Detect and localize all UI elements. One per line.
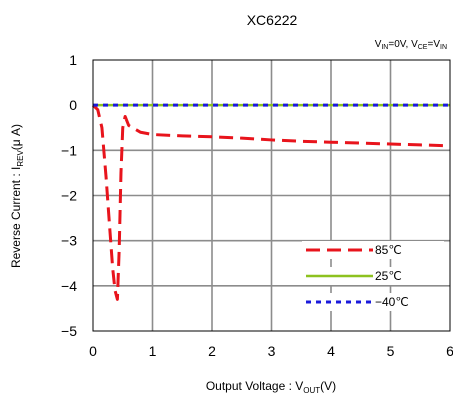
x-tick-label: 0 [89,343,97,359]
y-tick-label: −4 [61,278,77,294]
x-axis-label-main: Output Voltage : V [206,379,303,393]
x-tick-label: 5 [387,343,395,359]
legend: 85℃ 25℃ −40℃ [302,241,444,311]
x-axis-label-unit: (V) [320,379,336,393]
condition-v2: V [411,39,418,50]
condition-v1: V [375,39,382,50]
y-tick-labels: 1 0 −1 −2 −3 −4 −5 [61,52,77,339]
y-axis-label-main: Reverse Current : I [9,167,23,268]
condition-v3: V [433,39,440,50]
y-axis-label-sub: REV [16,150,25,167]
legend-label: −40℃ [375,295,409,309]
condition-v2-sub: CE [418,44,428,51]
y-tick-label: −5 [61,323,77,339]
condition-v3-sub: IN [440,44,447,51]
x-tick-label: 4 [327,343,335,359]
series-layer [91,103,451,301]
x-axis-label: Output Voltage : VOUT(V) [206,379,336,395]
x-tick-label: 1 [149,343,157,359]
y-tick-label: −3 [61,233,77,249]
y-axis-label-unit: (μ A) [9,124,23,150]
x-tick-label: 3 [268,343,276,359]
condition-annotation: VIN=0V, VCE=VIN [375,39,447,51]
legend-label: 25℃ [375,269,402,283]
y-tick-label: 1 [69,52,77,68]
y-tick-label: −1 [61,142,77,158]
y-tick-label: −2 [61,188,77,204]
x-tick-labels: 0 1 2 3 4 5 6 [89,343,453,359]
legend-background [302,293,444,311]
legend-label: 85℃ [375,243,402,257]
condition-v1-sub: IN [381,44,388,51]
x-tick-label: 6 [446,343,453,359]
condition-v2-eq: = [427,39,433,50]
y-axis-label: Reverse Current : IREV(μ A) [9,124,25,268]
x-axis-label-sub: OUT [303,386,320,395]
y-tick-label: 0 [69,97,77,113]
series-line [91,104,451,301]
x-tick-label: 2 [208,343,216,359]
plot-frame [92,59,451,332]
chart-title: XC6222 [247,12,298,28]
condition-v1-val: =0V, [388,39,411,50]
